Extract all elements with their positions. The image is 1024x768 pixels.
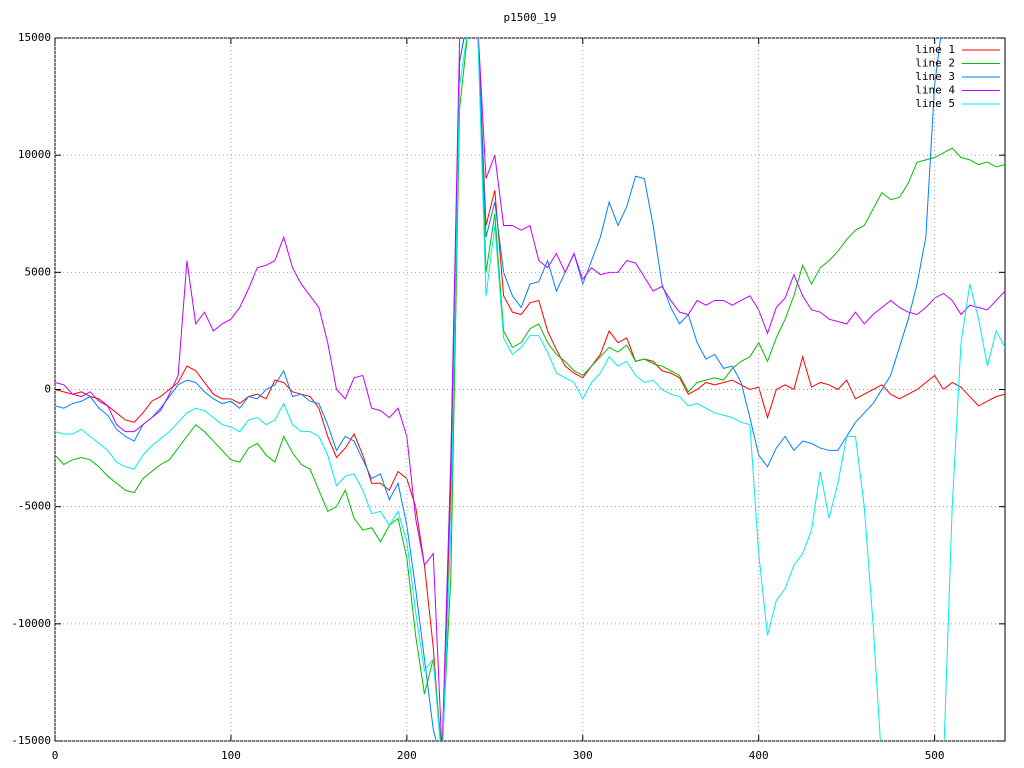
y-tick-label: -15000 [11,734,51,747]
data-line [55,38,1005,741]
y-tick-label: 15000 [18,31,51,44]
y-tick-label: -10000 [11,617,51,630]
x-tick-label: 0 [52,749,59,762]
y-tick-label: 0 [44,383,51,396]
y-tick-label: 10000 [18,148,51,161]
x-tick-label: 200 [397,749,417,762]
x-tick-label: 300 [573,749,593,762]
y-tick-label: 5000 [25,265,52,278]
chart-title: p1500_19 [504,11,557,24]
legend-label: line 4 [915,84,955,97]
legend-label: line 5 [915,97,955,110]
legend-label: line 2 [915,57,955,70]
data-line [55,38,1005,741]
legend-label: line 1 [915,43,955,56]
data-line [55,38,1005,741]
data-line [55,38,1005,741]
x-tick-label: 100 [221,749,241,762]
legend-label: line 3 [915,70,955,83]
y-tick-label: -5000 [18,500,51,513]
x-tick-label: 400 [749,749,769,762]
plot-area [55,38,1005,741]
x-tick-label: 500 [925,749,945,762]
